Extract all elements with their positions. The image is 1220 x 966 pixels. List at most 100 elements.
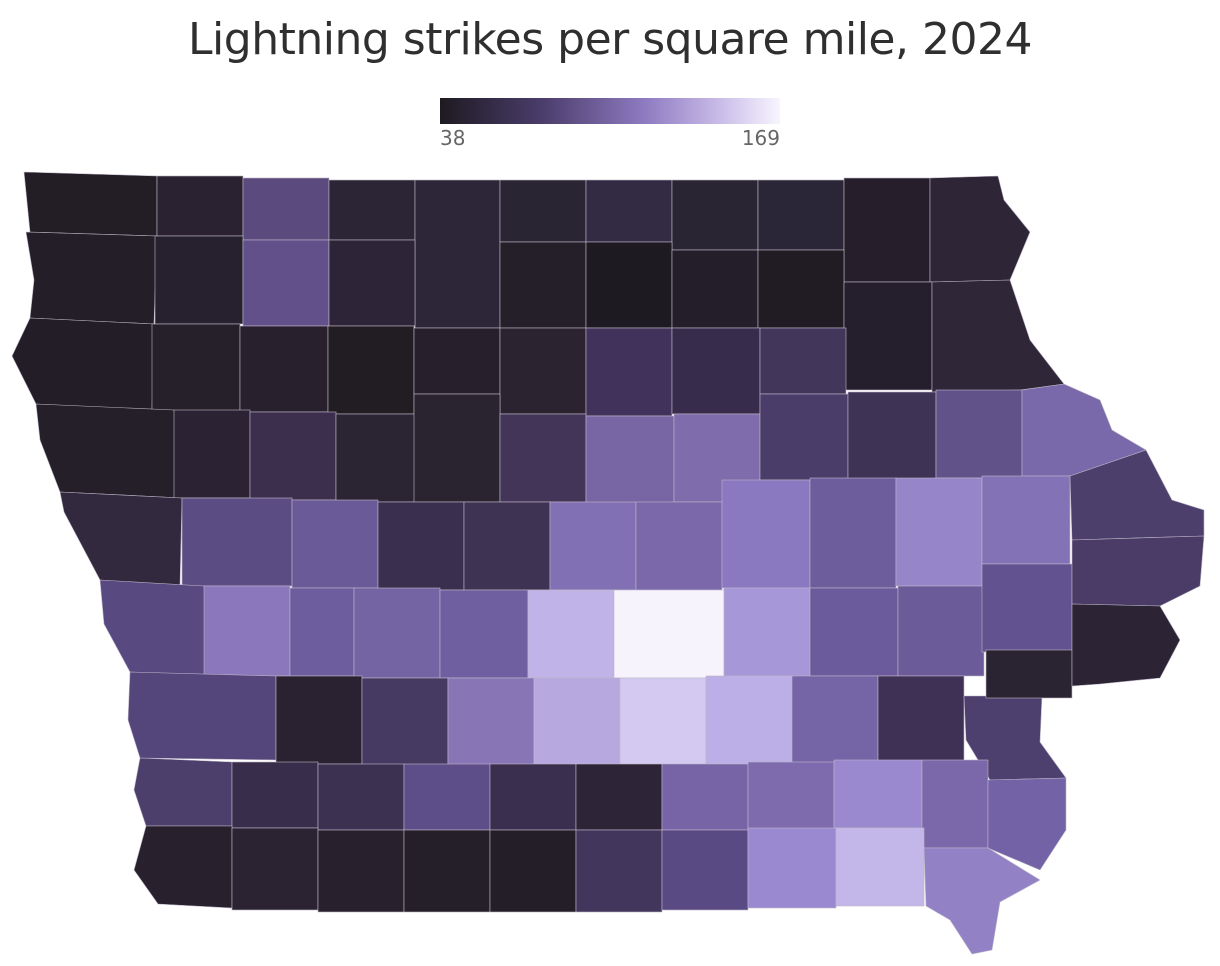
legend-max-label: 169 xyxy=(741,126,780,150)
county-harrison xyxy=(99,579,213,677)
county-crawford xyxy=(181,497,293,587)
county-davis xyxy=(747,827,837,909)
county-johnson xyxy=(897,585,985,677)
county-union xyxy=(403,763,491,831)
county-fayette xyxy=(843,281,933,391)
iowa-county-map xyxy=(11,171,1205,955)
county-howard xyxy=(757,179,845,251)
county-humboldt xyxy=(413,327,501,395)
county-fremont xyxy=(133,825,233,909)
county-story xyxy=(549,501,637,591)
county-jasper-hi xyxy=(613,589,725,679)
county-adair xyxy=(361,677,449,767)
county-adams xyxy=(317,763,405,831)
county-washington xyxy=(877,675,965,763)
county-jones xyxy=(981,475,1071,565)
county-mahaska xyxy=(705,675,793,765)
county-iowa xyxy=(809,587,899,677)
county-polk xyxy=(527,589,615,679)
county-marshall xyxy=(635,501,723,591)
county-muscatine xyxy=(985,649,1073,699)
county-osceola xyxy=(156,175,244,237)
county-wright xyxy=(499,327,587,415)
county-lyon xyxy=(23,171,158,237)
county-mills xyxy=(133,757,233,827)
county-cherokee xyxy=(151,323,241,413)
county-cedar xyxy=(981,563,1073,653)
county-guthrie xyxy=(353,587,441,679)
county-monona xyxy=(59,491,183,587)
county-hancock xyxy=(499,241,587,329)
county-page xyxy=(231,827,319,911)
county-chickasaw xyxy=(757,249,845,329)
county-montgomery xyxy=(231,761,319,829)
county-buena-vista xyxy=(239,325,329,413)
county-carroll xyxy=(291,499,379,589)
county-jefferson xyxy=(833,759,923,829)
county-buchanan xyxy=(847,391,937,481)
county-decatur xyxy=(489,829,577,913)
county-audubon xyxy=(289,587,355,677)
county-keokuk xyxy=(791,675,879,765)
county-webster xyxy=(413,393,501,503)
county-clarke xyxy=(489,763,577,831)
county-lee xyxy=(923,847,1041,955)
county-hamilton xyxy=(499,413,587,503)
color-legend xyxy=(440,98,780,124)
county-ida xyxy=(173,409,251,499)
county-henry xyxy=(921,759,989,849)
county-sioux xyxy=(25,231,158,325)
county-des-moines xyxy=(987,777,1067,871)
county-boone xyxy=(463,501,551,591)
county-clay xyxy=(242,239,330,327)
county-kossuth xyxy=(414,179,501,329)
county-taylor xyxy=(317,829,405,913)
county-scott xyxy=(1071,603,1181,687)
legend-gradient-bar xyxy=(440,98,780,124)
county-palo-alto xyxy=(328,239,416,327)
legend-min-label: 38 xyxy=(440,126,466,150)
county-clinton xyxy=(1071,535,1205,607)
county-obrien xyxy=(154,235,244,325)
county-worth xyxy=(585,179,673,243)
county-emmet xyxy=(328,179,416,241)
county-ringgold xyxy=(403,829,491,913)
county-shelby xyxy=(203,585,291,677)
county-madison xyxy=(447,677,535,767)
county-winnebago xyxy=(499,179,587,243)
county-wayne xyxy=(575,829,663,913)
chart-title: Lightning strikes per square mile, 2024 xyxy=(188,14,1032,65)
county-greene xyxy=(377,501,465,591)
county-hardin xyxy=(585,415,675,505)
county-dallas xyxy=(439,589,529,679)
county-woodbury xyxy=(35,403,183,499)
county-tama xyxy=(721,479,811,589)
county-mitchell xyxy=(671,179,759,251)
county-butler xyxy=(671,327,761,415)
county-monroe xyxy=(661,763,749,831)
county-poweshiek xyxy=(723,587,811,679)
county-bremer xyxy=(759,327,847,395)
county-wapello xyxy=(747,761,835,831)
county-appanoose xyxy=(661,829,749,911)
county-franklin xyxy=(585,327,673,417)
county-cerro-gordo xyxy=(585,241,673,329)
county-calhoun xyxy=(335,413,423,503)
county-black-hawk xyxy=(759,393,849,481)
county-van-buren xyxy=(835,827,925,907)
county-clayton xyxy=(931,279,1065,393)
county-allamakee xyxy=(929,175,1031,283)
county-dickinson xyxy=(242,177,330,241)
county-marion xyxy=(619,677,707,767)
county-linn xyxy=(895,477,983,587)
county-floyd xyxy=(671,249,759,329)
county-winneshiek xyxy=(843,177,931,283)
county-delaware xyxy=(935,389,1023,479)
county-lucas xyxy=(575,763,663,831)
county-pottawattamie xyxy=(127,671,277,761)
county-pocahontas xyxy=(327,325,415,415)
county-sac xyxy=(249,411,337,501)
county-benton xyxy=(809,477,897,589)
county-plymouth xyxy=(11,317,155,411)
county-warren xyxy=(533,677,621,767)
